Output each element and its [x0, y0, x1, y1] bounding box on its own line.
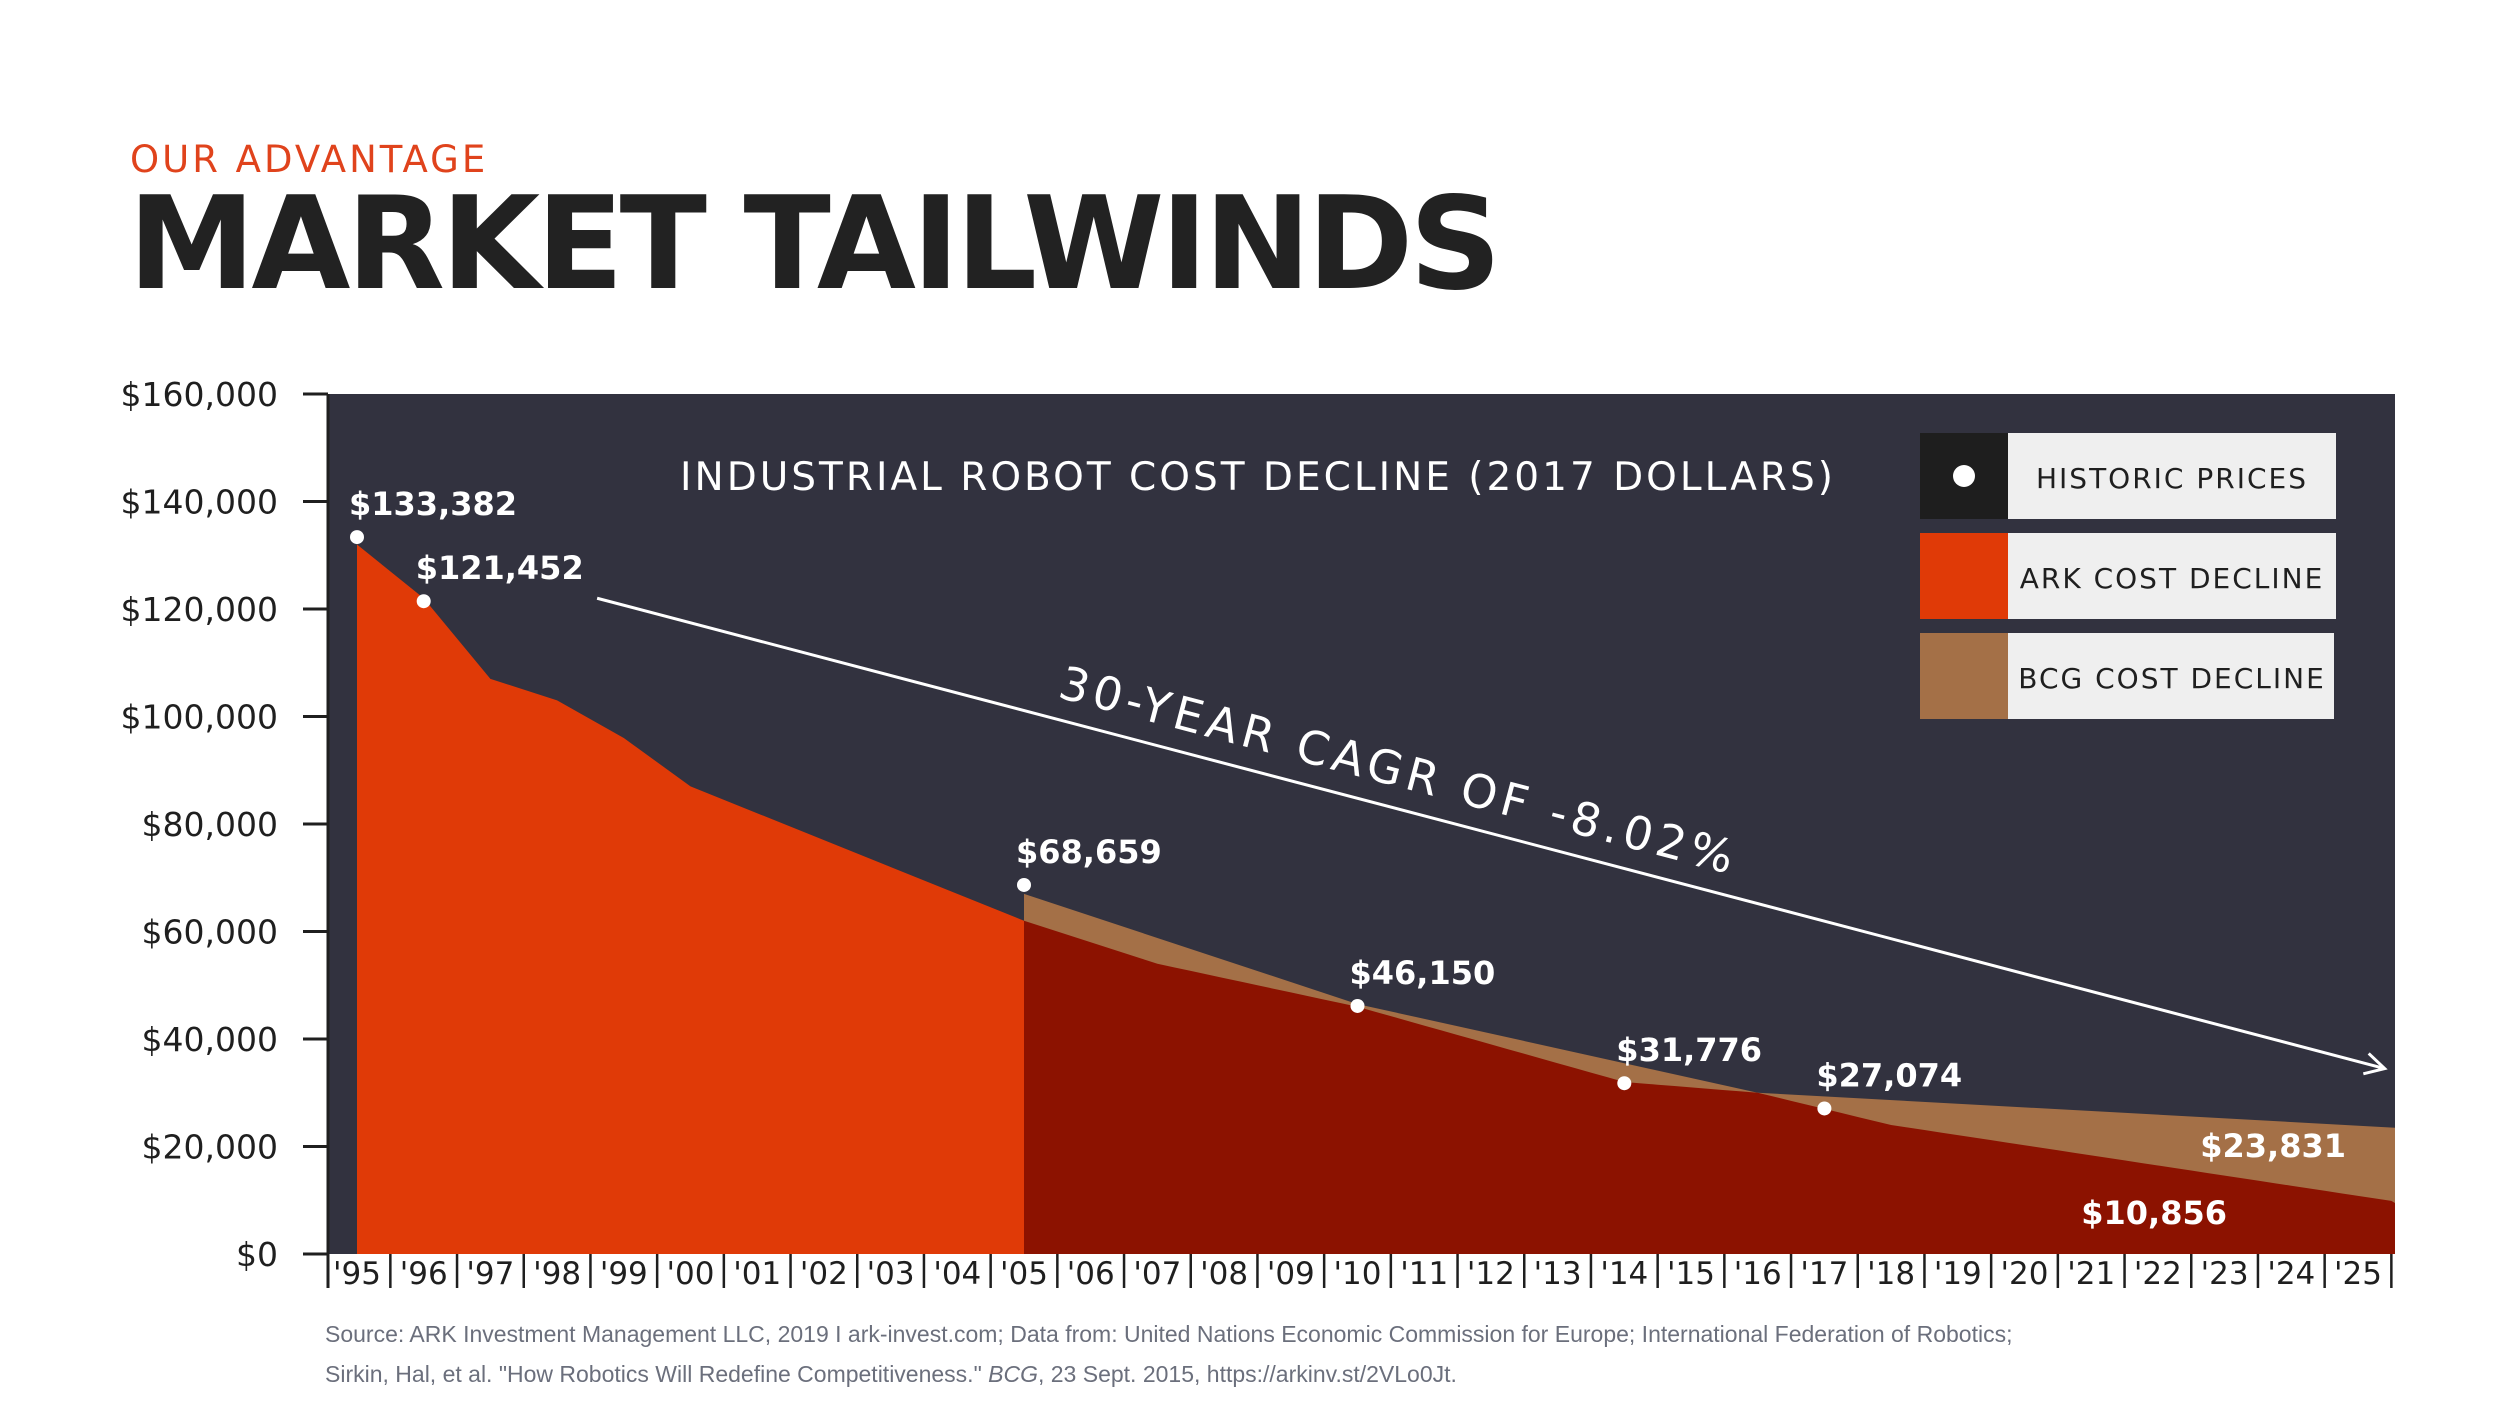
- x-tick-label: '15: [1667, 1256, 1715, 1292]
- overlap-area: [1024, 920, 2395, 1254]
- x-tick-label: '19: [1934, 1256, 1982, 1292]
- x-tick-label: '00: [667, 1256, 715, 1292]
- x-tick-label: '24: [2267, 1256, 2315, 1292]
- x-tick-label: '09: [1267, 1256, 1315, 1292]
- historic-price-label: $31,776: [1616, 1031, 1762, 1069]
- y-tick-label: $140,000: [121, 483, 278, 522]
- source-text: Source: ARK Investment Management LLC, 2…: [325, 1321, 2013, 1387]
- y-tick-label: $60,000: [142, 913, 278, 952]
- x-tick-label: '03: [867, 1256, 915, 1292]
- legend-label: BCG COST DECLINE: [2018, 662, 2326, 695]
- historic-price-point: [1017, 877, 1031, 892]
- historic-price-point: [1617, 1076, 1632, 1091]
- x-tick-label: '17: [1800, 1256, 1848, 1292]
- x-tick-label: '10: [1334, 1256, 1382, 1292]
- historic-price-point: [350, 530, 364, 545]
- historic-price-point: [416, 594, 431, 609]
- y-tick-label: $160,000: [121, 375, 278, 414]
- historic-price-label: $121,452: [416, 549, 584, 587]
- x-tick-label: '12: [1467, 1256, 1515, 1292]
- x-tick-label: '96: [400, 1256, 448, 1292]
- chart-title: INDUSTRIAL ROBOT COST DECLINE (2017 DOLL…: [680, 455, 1836, 500]
- legend-historic-dot-icon: [1953, 465, 1975, 487]
- historic-price-label: $27,074: [1816, 1056, 1962, 1094]
- x-tick-label: '16: [1734, 1256, 1782, 1292]
- x-tick-label: '13: [1534, 1256, 1582, 1292]
- x-tick-label: '08: [1200, 1256, 1248, 1292]
- y-tick-label: $120,000: [121, 590, 278, 629]
- source-tail: , 23 Sept. 2015, https://arkinv.st/2VLo0…: [1037, 1361, 1457, 1387]
- cagr-arrow-line: [596, 596, 2386, 1071]
- legend-label: ARK COST DECLINE: [2020, 562, 2325, 595]
- x-tick-label: '22: [2134, 1256, 2182, 1292]
- y-tick-label: $40,000: [142, 1020, 278, 1059]
- x-tick-label: '06: [1067, 1256, 1115, 1292]
- x-tick-label: '95: [333, 1256, 381, 1292]
- y-tick-label: $100,000: [121, 698, 278, 737]
- x-tick-label: '25: [2334, 1256, 2382, 1292]
- legend-label-box: [2008, 433, 2336, 519]
- legend-label-box: [2008, 633, 2334, 719]
- x-tick-label: '04: [933, 1256, 981, 1292]
- source-italic: BCG: [988, 1361, 1038, 1387]
- ark-cost-area: [357, 544, 2395, 1254]
- x-tick-label: '99: [600, 1256, 648, 1292]
- source-note: Source: ARK Investment Management LLC, 2…: [325, 1314, 2045, 1394]
- eyebrow-label: OUR ADVANTAGE: [130, 138, 489, 181]
- x-tick-label: '20: [2001, 1256, 2049, 1292]
- bcg-end-label: $23,831: [2200, 1127, 2346, 1165]
- historic-price-label: $46,150: [1350, 954, 1496, 992]
- legend-label-box: [2008, 533, 2336, 619]
- legend: HISTORIC PRICES ARK COST DECLINE BCG COST …: [1920, 433, 2336, 719]
- x-tick-label: '97: [466, 1256, 514, 1292]
- x-tick-label: '02: [800, 1256, 848, 1292]
- legend-swatch: [1920, 633, 2008, 719]
- x-tick-label: '11: [1400, 1256, 1448, 1292]
- x-tick-label: '01: [733, 1256, 781, 1292]
- x-tick-label: '18: [1867, 1256, 1915, 1292]
- x-tick-label: '07: [1133, 1256, 1181, 1292]
- legend-swatch: [1920, 533, 2008, 619]
- page-title: MARKET TAILWINDS: [128, 170, 1502, 319]
- x-tick-label: '23: [2201, 1256, 2249, 1292]
- legend-label: HISTORIC PRICES: [2036, 462, 2308, 495]
- y-tick-label: $0: [236, 1235, 278, 1274]
- x-tick-label: '21: [2067, 1256, 2115, 1292]
- y-tick-label: $80,000: [142, 805, 278, 844]
- historic-price-point: [1350, 998, 1365, 1013]
- x-tick-label: '05: [1000, 1256, 1048, 1292]
- historic-price-label: $68,659: [1016, 833, 1162, 871]
- historic-price-label: $133,382: [349, 485, 517, 523]
- x-tick-label: '98: [533, 1256, 581, 1292]
- cagr-arrowhead-icon: [2362, 1052, 2388, 1076]
- x-tick-label: '14: [1600, 1256, 1648, 1292]
- historic-price-point: [1817, 1101, 1832, 1116]
- ark-end-label: $10,856: [2081, 1194, 2227, 1232]
- y-tick-label: $20,000: [142, 1128, 278, 1167]
